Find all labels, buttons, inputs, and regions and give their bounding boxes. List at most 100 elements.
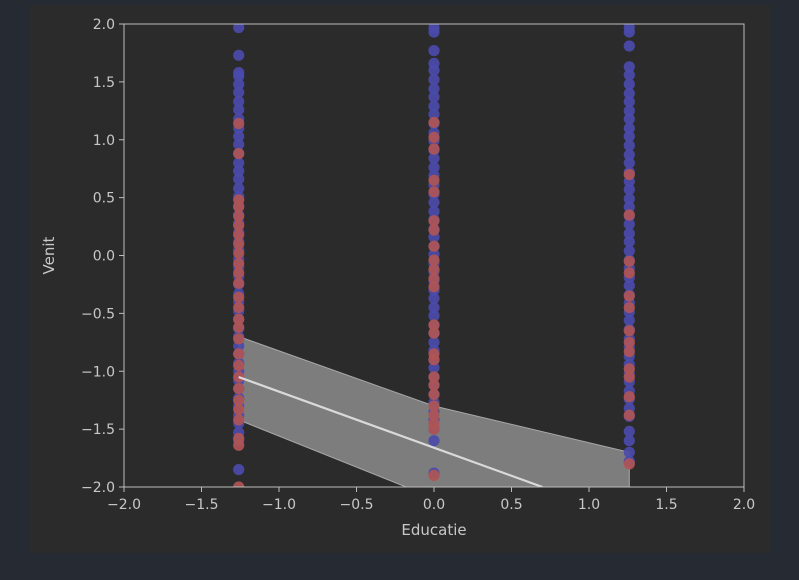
data-point-blue bbox=[233, 104, 245, 116]
data-point-red bbox=[233, 247, 245, 259]
data-point-red bbox=[233, 238, 245, 250]
data-point-red bbox=[428, 240, 440, 252]
data-point-blue bbox=[233, 464, 245, 476]
data-point-blue bbox=[623, 40, 635, 52]
y-tick-label: −1.0 bbox=[81, 364, 115, 380]
data-point-blue bbox=[623, 113, 635, 125]
data-point-blue bbox=[428, 74, 440, 86]
y-axis-label: Venit bbox=[40, 236, 58, 274]
y-tick-label: −2.0 bbox=[81, 480, 115, 496]
data-point-red bbox=[428, 354, 440, 366]
data-point-red bbox=[623, 409, 635, 421]
data-point-blue bbox=[428, 161, 440, 174]
y-tick-label: −0.5 bbox=[81, 306, 115, 322]
x-tick-label: −1.5 bbox=[185, 497, 219, 513]
x-tick-label: −2.0 bbox=[107, 497, 141, 513]
data-point-blue bbox=[623, 314, 635, 326]
data-point-blue bbox=[623, 183, 635, 196]
data-point-red bbox=[428, 174, 440, 186]
data-point-red bbox=[623, 336, 635, 348]
data-point-blue bbox=[623, 193, 635, 205]
data-point-blue bbox=[623, 26, 635, 38]
data-point-blue bbox=[233, 173, 245, 185]
data-point-blue bbox=[623, 130, 635, 142]
data-point-blue bbox=[233, 96, 245, 108]
data-point-red bbox=[233, 414, 245, 426]
data-point-blue bbox=[428, 196, 440, 208]
data-point-blue bbox=[623, 139, 635, 152]
data-point-blue bbox=[428, 362, 440, 374]
regression-line bbox=[238, 376, 543, 487]
data-point-red bbox=[428, 281, 440, 293]
data-point-blue bbox=[623, 61, 635, 73]
data-point-red bbox=[428, 469, 440, 481]
data-point-blue bbox=[623, 435, 635, 447]
data-point-red bbox=[623, 363, 635, 375]
data-point-blue bbox=[233, 157, 245, 169]
data-point-red bbox=[233, 481, 245, 487]
y-tick-label: 1.0 bbox=[93, 133, 115, 149]
data-point-blue bbox=[428, 302, 440, 314]
data-point-red bbox=[428, 327, 440, 339]
data-point-red bbox=[233, 302, 245, 314]
data-point-red bbox=[233, 229, 245, 241]
data-point-red bbox=[428, 186, 440, 198]
data-point-red bbox=[623, 325, 635, 337]
data-point-red bbox=[233, 291, 245, 303]
data-point-blue bbox=[233, 86, 245, 98]
data-point-blue bbox=[623, 201, 635, 213]
x-tick-label: 1.0 bbox=[578, 497, 600, 513]
data-point-red bbox=[428, 423, 440, 435]
data-point-red bbox=[233, 383, 245, 395]
points-layer bbox=[233, 24, 635, 487]
data-point-red bbox=[623, 168, 635, 181]
y-tick-label: 0.0 bbox=[93, 249, 115, 265]
data-point-red bbox=[428, 273, 440, 285]
data-point-red bbox=[428, 409, 440, 421]
data-point-red bbox=[428, 224, 440, 236]
data-point-blue bbox=[623, 87, 635, 99]
data-point-blue bbox=[623, 78, 635, 90]
data-point-blue bbox=[428, 100, 440, 112]
data-point-red bbox=[233, 403, 245, 415]
data-point-red bbox=[233, 148, 245, 160]
data-point-blue bbox=[428, 64, 440, 76]
x-tick-label: −1.0 bbox=[262, 497, 296, 513]
data-point-blue bbox=[428, 26, 440, 38]
data-point-blue bbox=[233, 24, 245, 34]
x-tick-label: −0.5 bbox=[340, 497, 374, 513]
x-tick-label: 1.5 bbox=[655, 497, 677, 513]
data-point-blue bbox=[623, 425, 635, 437]
data-point-blue bbox=[623, 96, 635, 108]
data-point-red bbox=[623, 458, 635, 470]
chart-figure: −2.0 −1.5 −1.0 −0.5 0.0 0.5 1.0 1.5 2.0 2.0 1.5 1.0… bbox=[30, 5, 770, 553]
data-point-blue bbox=[623, 280, 635, 292]
y-tick-label: 1.5 bbox=[93, 75, 115, 91]
data-point-blue bbox=[623, 69, 635, 81]
data-point-red bbox=[233, 219, 245, 231]
data-point-red bbox=[623, 255, 635, 267]
data-point-red bbox=[623, 371, 635, 383]
data-point-blue bbox=[623, 157, 635, 169]
data-point-blue bbox=[428, 292, 440, 304]
data-point-red bbox=[428, 388, 440, 400]
y-tick-label: 0.5 bbox=[93, 191, 115, 207]
data-point-red bbox=[428, 319, 440, 331]
data-point-blue bbox=[623, 446, 635, 458]
data-point-red bbox=[623, 267, 635, 279]
data-point-red bbox=[428, 263, 440, 275]
y-tick-label: 2.0 bbox=[93, 17, 115, 33]
data-point-blue bbox=[623, 218, 635, 230]
data-point-blue bbox=[428, 108, 440, 120]
data-point-blue bbox=[233, 70, 245, 82]
data-point-blue bbox=[623, 122, 635, 134]
data-point-red bbox=[233, 333, 245, 345]
data-point-red bbox=[428, 116, 440, 128]
data-point-red bbox=[623, 209, 635, 221]
x-tick-label: 0.0 bbox=[423, 497, 445, 513]
data-point-red bbox=[623, 290, 635, 302]
data-point-blue bbox=[428, 83, 440, 95]
data-point-blue bbox=[233, 138, 245, 150]
data-point-red bbox=[428, 400, 440, 412]
data-point-blue bbox=[623, 149, 635, 161]
